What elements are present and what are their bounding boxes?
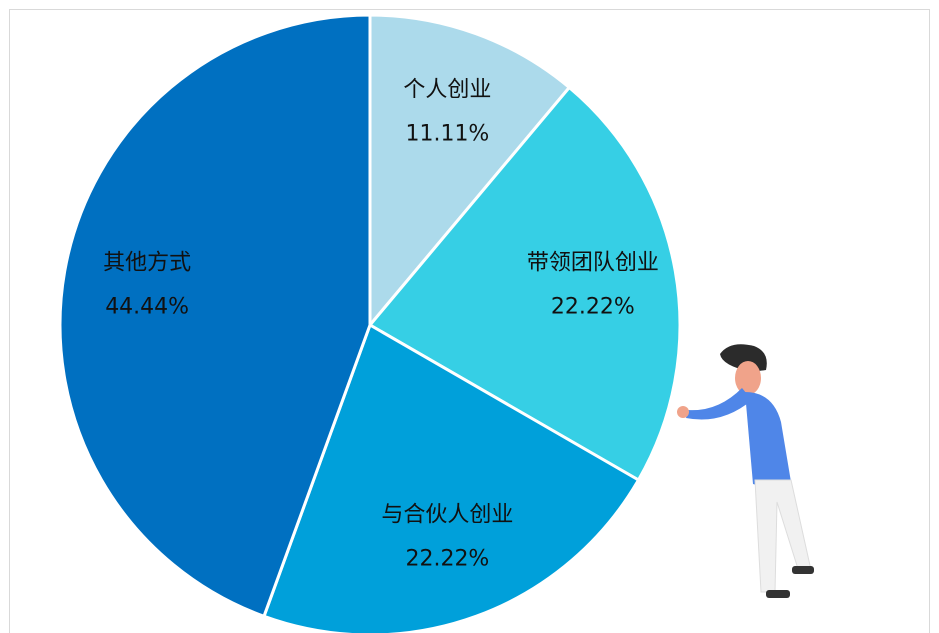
slice-label: 与合伙人创业 <box>381 503 513 528</box>
shoe <box>766 590 790 598</box>
torso <box>745 392 791 487</box>
labels: 个人创业 11.11% 带领团队创业 22.22% 与合伙人创业 22.22% 其他方式 44… <box>103 77 659 571</box>
slice-label: 其他方式 <box>103 251 191 276</box>
value-label: 11.11% <box>405 121 489 146</box>
slice-label: 个人创业 <box>403 77 491 102</box>
pie-slice <box>368 13 572 330</box>
legs <box>754 479 812 593</box>
pie-slice <box>58 13 372 619</box>
value-label: 44.44% <box>105 295 189 320</box>
shoe <box>792 566 814 574</box>
pie <box>58 13 682 633</box>
pie-slice <box>262 322 641 633</box>
head <box>735 361 761 395</box>
value-label: 22.22% <box>551 295 635 320</box>
person-illustration <box>677 344 814 598</box>
hand <box>677 406 689 418</box>
value-label: 22.22% <box>405 547 489 572</box>
arm <box>686 388 752 420</box>
slice-label: 带领团队创业 <box>527 251 659 276</box>
pie-slice <box>367 85 682 483</box>
